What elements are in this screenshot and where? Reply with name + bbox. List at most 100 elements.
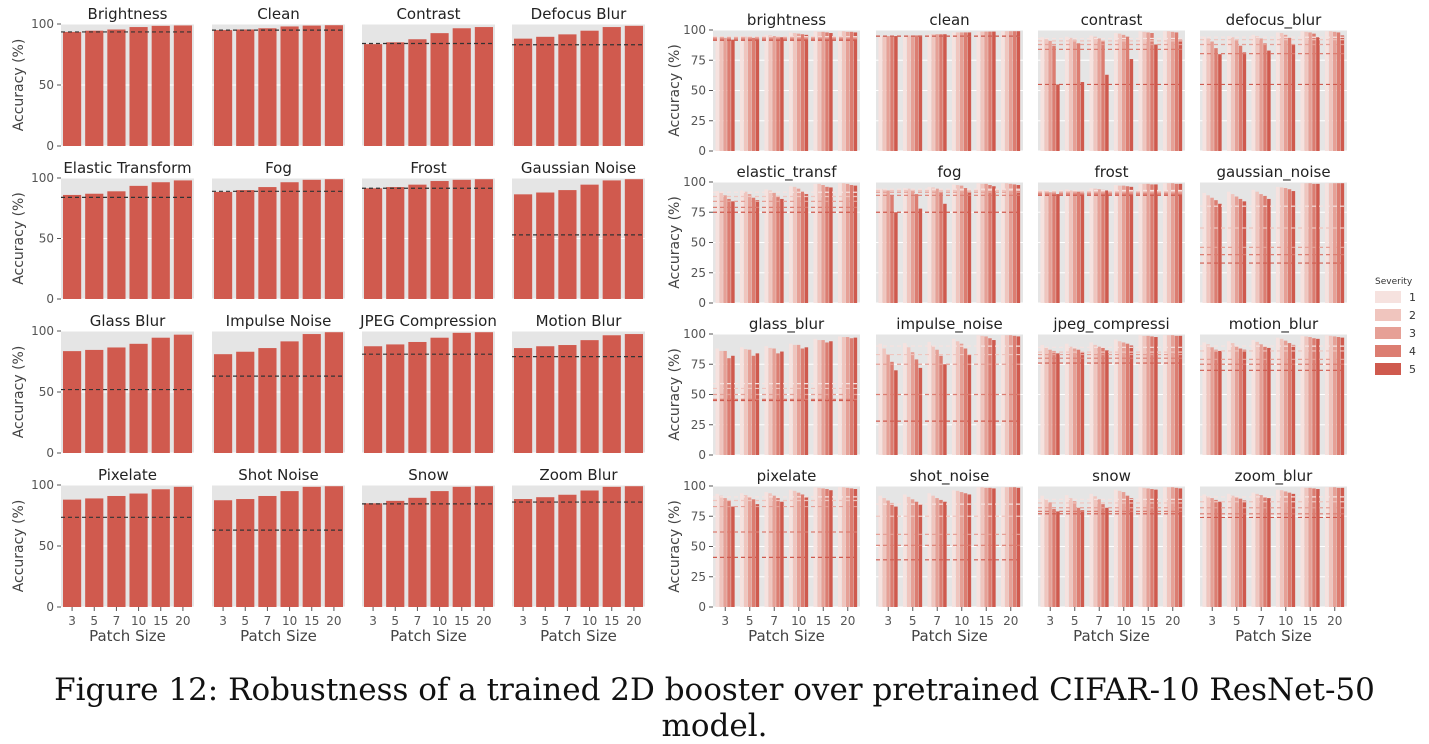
bar xyxy=(747,496,752,607)
bar xyxy=(236,351,255,453)
bar xyxy=(1080,192,1085,303)
bar xyxy=(1044,499,1048,607)
bar xyxy=(963,493,968,607)
x-tick-label: 20 xyxy=(175,614,190,628)
bar xyxy=(1105,74,1109,151)
bar xyxy=(1316,489,1320,607)
bar xyxy=(324,486,344,607)
bar xyxy=(1170,335,1175,455)
bar xyxy=(764,346,768,455)
bar xyxy=(452,28,471,146)
bar xyxy=(743,191,748,303)
bar xyxy=(1287,343,1292,455)
bar xyxy=(755,504,760,607)
x-axis-label: Patch Size xyxy=(240,627,317,645)
bar xyxy=(967,32,972,151)
bar xyxy=(1202,36,1206,151)
bar xyxy=(151,25,170,146)
bar xyxy=(829,341,833,455)
x-tick-label: 10 xyxy=(282,614,297,628)
bar xyxy=(1328,487,1333,607)
bar xyxy=(739,347,744,455)
y-tick-label: 50 xyxy=(691,84,706,98)
bar xyxy=(1154,44,1158,151)
bar xyxy=(624,25,644,146)
x-tick-label: 3 xyxy=(369,614,377,628)
x-tick-label: 3 xyxy=(884,614,892,628)
bar xyxy=(1218,501,1222,607)
facet-panel: Snow 3 5 7 10 15 20 Patch Size xyxy=(362,466,495,645)
bar xyxy=(1138,487,1142,607)
bar xyxy=(1113,339,1118,455)
bar xyxy=(408,39,427,146)
bar xyxy=(85,193,104,299)
bar xyxy=(1068,346,1073,455)
bar xyxy=(800,494,805,607)
x-tick-label: 3 xyxy=(1046,614,1054,628)
x-tick-label: 15 xyxy=(304,614,319,628)
bar xyxy=(1202,342,1206,455)
y-tick-label: 50 xyxy=(39,539,54,553)
bar xyxy=(1162,31,1167,151)
bar xyxy=(780,351,784,455)
figure-caption: Figure 12: Robustness of a trained 2D bo… xyxy=(54,672,1375,744)
y-tick-label: 50 xyxy=(39,78,54,92)
bar xyxy=(1125,186,1130,303)
bar xyxy=(747,194,752,303)
bar xyxy=(813,31,817,151)
bar xyxy=(1162,335,1167,455)
bar xyxy=(1263,346,1267,455)
bar xyxy=(878,343,882,455)
bar xyxy=(955,32,960,151)
bar xyxy=(1097,346,1101,455)
facet-title: snow xyxy=(1092,467,1131,485)
bar xyxy=(1068,190,1073,303)
y-tick-label: 100 xyxy=(683,327,706,341)
bar xyxy=(845,487,850,607)
bar xyxy=(1056,84,1060,151)
bar xyxy=(1113,33,1118,151)
bar xyxy=(829,33,833,151)
bar xyxy=(1064,36,1069,151)
bar xyxy=(1097,189,1101,303)
x-tick-label: 15 xyxy=(153,614,168,628)
bar xyxy=(386,187,405,299)
bar xyxy=(792,33,797,151)
bar xyxy=(1218,350,1222,455)
y-tick-label: 75 xyxy=(691,357,706,371)
bar xyxy=(85,498,104,607)
bar xyxy=(1324,31,1329,151)
bar xyxy=(1251,189,1255,303)
bar xyxy=(1044,39,1048,152)
bar xyxy=(918,504,923,607)
bar xyxy=(513,499,533,607)
bar xyxy=(1300,183,1304,303)
bar xyxy=(955,185,960,303)
bar xyxy=(821,488,825,607)
x-tick-label: 20 xyxy=(1003,614,1018,628)
bar xyxy=(1080,352,1085,455)
bar xyxy=(963,348,968,455)
bar xyxy=(1178,335,1183,455)
facet-panel: Gaussian Noise xyxy=(512,159,645,300)
legend-swatch xyxy=(1375,309,1401,321)
bar xyxy=(1064,189,1069,303)
facet-panel: Fog xyxy=(212,159,345,300)
bar xyxy=(1166,183,1171,303)
bar xyxy=(1068,498,1073,607)
y-tick-label: 25 xyxy=(691,418,706,432)
bar xyxy=(1016,31,1021,151)
bar xyxy=(1178,39,1183,151)
bar xyxy=(151,182,170,299)
y-axis-label: Accuracy (%) xyxy=(11,39,27,132)
bar xyxy=(727,500,731,607)
y-tick-label: 25 xyxy=(691,570,706,584)
x-tick-label: 15 xyxy=(816,614,831,628)
bar xyxy=(513,194,533,299)
bar xyxy=(886,500,890,607)
bar xyxy=(1324,335,1329,455)
y-axis-label: Accuracy (%) xyxy=(667,348,683,441)
bar xyxy=(882,498,886,607)
bar xyxy=(739,36,744,151)
bar xyxy=(602,180,621,299)
